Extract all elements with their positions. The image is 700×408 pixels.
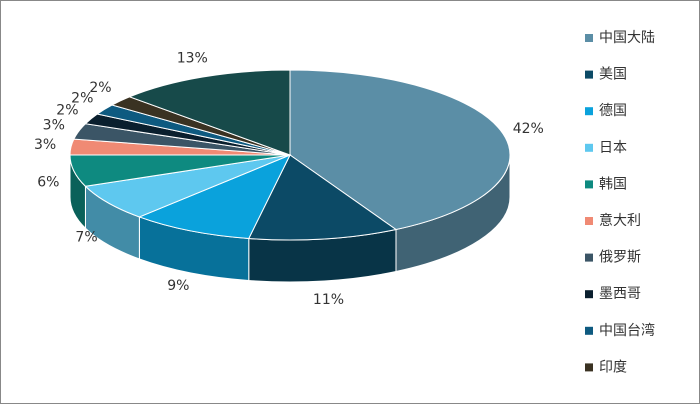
data-label: 6% <box>37 175 59 191</box>
slice <box>128 69 291 156</box>
legend-label: 中国台湾 <box>599 322 655 339</box>
legend-label: 日本 <box>599 140 627 156</box>
data-label: 2% <box>89 80 111 96</box>
legend-label: 德国 <box>599 103 627 119</box>
legend-label: 中国大陆 <box>599 30 655 46</box>
legend-swatch <box>585 70 593 79</box>
data-label: 13% <box>177 51 208 67</box>
legend-label: 韩国 <box>599 176 627 192</box>
slice <box>247 154 398 241</box>
legend-swatch <box>585 180 593 189</box>
legend-swatch <box>585 253 593 262</box>
legend-swatch <box>585 217 593 225</box>
data-label: 3% <box>43 118 65 134</box>
data-label: 9% <box>167 278 189 294</box>
legend-swatch <box>585 363 593 372</box>
data-label: 11% <box>313 292 344 308</box>
legend-label: 美国 <box>599 67 627 83</box>
data-label: 3% <box>34 137 56 153</box>
legend-swatch <box>585 34 593 42</box>
legend-label: 意大利 <box>599 212 641 229</box>
legend-label: 墨西哥 <box>599 286 641 302</box>
data-label: 2% <box>71 91 93 107</box>
legend-label: 俄罗斯 <box>599 250 641 266</box>
legend-swatch <box>585 326 593 335</box>
data-label: 42% <box>513 121 544 137</box>
data-label: 2% <box>56 102 78 118</box>
legend-label: 印度 <box>599 359 627 375</box>
legend-swatch <box>585 290 593 299</box>
slice <box>138 154 292 240</box>
data-label: 7% <box>75 230 97 246</box>
legend-swatch <box>585 143 593 152</box>
slice <box>289 69 511 231</box>
legend-swatch <box>585 107 593 116</box>
